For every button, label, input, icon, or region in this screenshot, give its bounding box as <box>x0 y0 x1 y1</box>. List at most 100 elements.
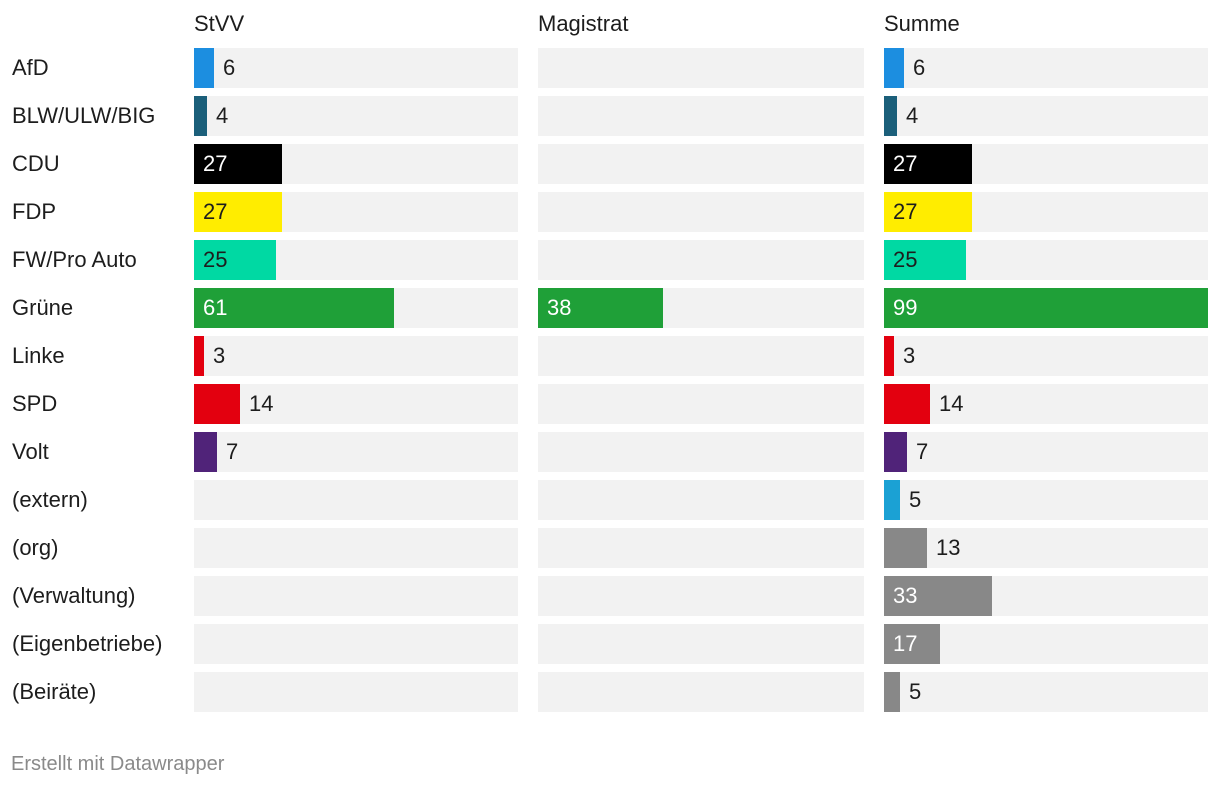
bar[interactable] <box>884 624 940 664</box>
bar-track <box>538 576 864 616</box>
column-header-summe: Summe <box>884 11 960 36</box>
bar-track <box>538 432 864 472</box>
bar-track: 38 <box>538 288 864 328</box>
bar-track <box>194 624 518 664</box>
row-label-grüne: Grüne <box>12 295 74 320</box>
bar[interactable] <box>884 336 894 376</box>
bar[interactable] <box>194 96 207 136</box>
data-label: 3 <box>903 343 916 368</box>
bar-track: 6 <box>884 48 1208 88</box>
bar-track: 4 <box>884 96 1208 136</box>
data-label: 25 <box>893 247 918 272</box>
row-label-fdp: FDP <box>12 199 56 224</box>
row-label-afd: AfD <box>12 55 49 80</box>
data-label: 27 <box>203 199 228 224</box>
data-label: 6 <box>223 55 236 80</box>
bar-track <box>538 624 864 664</box>
bar-track: 5 <box>884 672 1208 712</box>
bar-track: 3 <box>194 336 518 376</box>
datawrapper-credit[interactable]: Erstellt mit Datawrapper <box>11 753 225 775</box>
bar-track: 4 <box>194 96 518 136</box>
bar-track: 27 <box>194 144 518 184</box>
bar-track: 25 <box>884 240 1208 280</box>
bar[interactable] <box>884 384 930 424</box>
column-header-magistrat: Magistrat <box>538 11 629 36</box>
data-label: 13 <box>936 535 961 560</box>
row-label-eigenbetriebe: (Eigenbetriebe) <box>12 631 163 656</box>
bar-track: 13 <box>884 528 1208 568</box>
bar[interactable] <box>194 336 204 376</box>
bar[interactable] <box>194 192 282 232</box>
data-label: 33 <box>893 583 918 608</box>
bar-track <box>538 48 864 88</box>
bar[interactable] <box>884 432 907 472</box>
bar-track <box>194 528 518 568</box>
bar-track: 61 <box>194 288 518 328</box>
data-label: 27 <box>203 151 228 176</box>
data-label: 61 <box>203 295 228 320</box>
bar-track: 27 <box>884 192 1208 232</box>
bar[interactable] <box>884 192 972 232</box>
bar[interactable] <box>884 528 927 568</box>
bar-track <box>194 480 518 520</box>
bar-track <box>538 480 864 520</box>
bar[interactable] <box>884 672 900 712</box>
bar[interactable] <box>884 48 904 88</box>
row-label-linke: Linke <box>12 343 65 368</box>
bar-track <box>538 672 864 712</box>
bar[interactable] <box>884 480 900 520</box>
bar-track <box>538 336 864 376</box>
bar[interactable] <box>194 48 214 88</box>
bar-track: 99 <box>884 288 1208 328</box>
bar-chart: StVV Magistrat Summe AfD 6 6 BLW/ULW/BIG 4 4 CDU 2… <box>12 11 1208 712</box>
data-label: 25 <box>203 247 228 272</box>
bar-track: 17 <box>884 624 1208 664</box>
bar-track: 5 <box>884 480 1208 520</box>
bar-track <box>194 576 518 616</box>
data-label: 6 <box>913 55 926 80</box>
bar[interactable] <box>194 288 394 328</box>
data-label: 17 <box>893 631 918 656</box>
bar[interactable] <box>194 144 282 184</box>
bar[interactable] <box>884 576 992 616</box>
row-label-verwaltung: (Verwaltung) <box>12 583 136 608</box>
data-label: 5 <box>909 487 922 512</box>
data-label: 7 <box>226 439 239 464</box>
column-header-stvv: StVV <box>194 11 245 36</box>
row-label-org: (org) <box>12 535 59 560</box>
bar-track <box>538 192 864 232</box>
bar[interactable] <box>884 144 972 184</box>
bar[interactable] <box>884 240 966 280</box>
bar-track <box>538 96 864 136</box>
bar-track: 27 <box>194 192 518 232</box>
data-label: 3 <box>213 343 226 368</box>
row-label-cdu: CDU <box>12 151 60 176</box>
row-label-spd: SPD <box>12 391 58 416</box>
row-label-fw-pro-auto: FW/Pro Auto <box>12 247 137 272</box>
data-label: 99 <box>893 295 918 320</box>
bar-track: 25 <box>194 240 518 280</box>
data-label: 7 <box>916 439 929 464</box>
bar-track: 7 <box>194 432 518 472</box>
bar-track <box>538 384 864 424</box>
bar[interactable] <box>194 240 276 280</box>
bar-track <box>538 528 864 568</box>
bar-track <box>538 144 864 184</box>
data-label: 27 <box>893 199 918 224</box>
data-label: 4 <box>906 103 919 128</box>
row-label-blw-ulw-big: BLW/ULW/BIG <box>12 103 156 128</box>
data-label: 27 <box>893 151 918 176</box>
bar[interactable] <box>194 432 217 472</box>
bar[interactable] <box>884 288 1208 328</box>
row-label-extern: (extern) <box>12 487 88 512</box>
data-label: 5 <box>909 679 922 704</box>
bar[interactable] <box>538 288 663 328</box>
bar[interactable] <box>884 96 897 136</box>
data-label: 38 <box>547 295 572 320</box>
bar-track <box>538 240 864 280</box>
row-label-beiräte: (Beiräte) <box>12 679 97 704</box>
bar[interactable] <box>194 384 240 424</box>
bar-track: 33 <box>884 576 1208 616</box>
data-label: 14 <box>249 391 274 416</box>
bar-track: 3 <box>884 336 1208 376</box>
